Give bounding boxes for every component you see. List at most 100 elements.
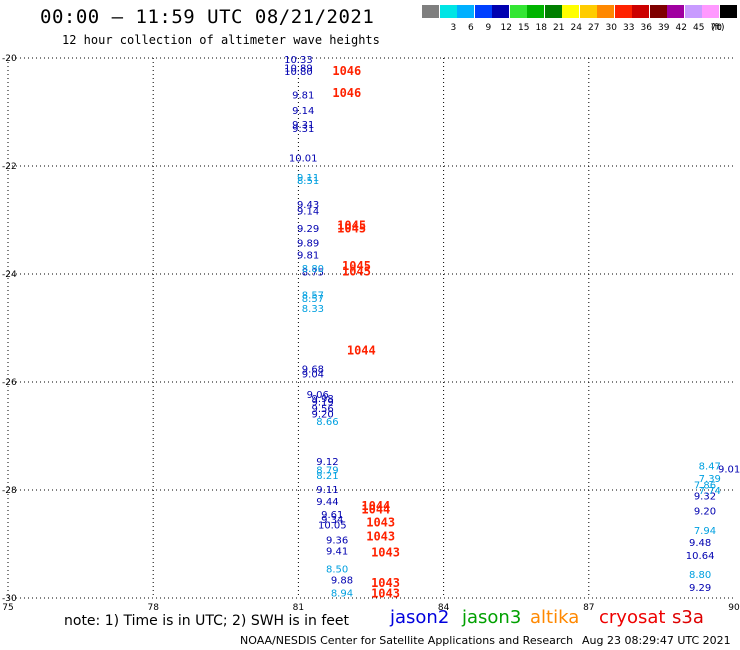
color-scale-swatch: [597, 5, 614, 18]
jason2-data-label: 9.88: [331, 576, 353, 587]
s3a-data-label: 8.57: [302, 294, 324, 305]
jason2-data-label: 9.19: [311, 397, 333, 408]
color-scale-swatch: [579, 5, 597, 18]
x-tick-label: 78: [147, 603, 159, 613]
footer-timestamp: Aug 23 08:29:47 UTC 2021: [582, 634, 731, 647]
jason2-data-label: 9.56: [311, 404, 333, 415]
y-tick-label: -24: [2, 270, 17, 280]
legend-item-s3a: s3a: [672, 607, 704, 628]
s3a-data-label: 8.21: [316, 471, 338, 482]
cryosat-data-label: 1043: [371, 576, 400, 590]
color-scale-swatch: [614, 5, 632, 18]
color-scale-swatch: [474, 5, 492, 18]
jason2-data-label: 9.81: [292, 91, 314, 102]
color-scale-label: 15: [518, 23, 530, 33]
jason2-data-label: 9.89: [297, 239, 319, 250]
chart-title: 00:00 – 11:59 UTC 08/21/2021: [40, 6, 375, 28]
color-scale-swatch: [492, 5, 509, 18]
color-scale-swatch: [684, 5, 702, 18]
color-scale-swatch: [702, 5, 719, 18]
s3a-data-label: 8.80: [689, 570, 711, 581]
jason2-data-label: 9.20: [311, 409, 333, 420]
color-scale-unit: (ft): [711, 23, 725, 33]
jason2-data-label: 10.33: [284, 55, 313, 66]
jason2-data-label: 9.34: [321, 515, 343, 526]
color-scale-label: 12: [500, 23, 512, 33]
jason2-data-label: 9.43: [297, 200, 319, 211]
color-scale-label: 45: [693, 23, 705, 33]
s3a-data-label: 8.50: [326, 564, 348, 575]
x-tick-label: 84: [438, 603, 450, 613]
jason2-data-label: 9.31: [292, 124, 314, 135]
color-scale-label: 30: [605, 23, 617, 33]
s3a-data-label: 8.94: [331, 589, 353, 600]
s3a-data-label: 7.94: [694, 526, 716, 537]
legend-item-jason3: jason3: [462, 607, 522, 628]
s3a-data-label: 8.47: [699, 462, 721, 473]
s3a-data-label: 7.86: [694, 481, 716, 492]
cryosat-data-label: 1044: [347, 344, 376, 358]
cryosat-data-label: 1045: [337, 218, 366, 232]
cryosat-data-label: 1046: [332, 86, 361, 100]
x-tick-label: 75: [2, 603, 13, 613]
cryosat-data-label: 1045: [342, 264, 371, 278]
y-tick-label: -22: [2, 162, 17, 172]
jason2-data-label: 9.20: [694, 507, 716, 518]
s3a-data-label: 8.33: [302, 304, 324, 315]
color-scale-swatch: [457, 5, 474, 18]
jason2-data-label: 9.41: [326, 546, 348, 557]
color-scale-swatch: [719, 5, 737, 18]
cryosat-data-label: 1045: [337, 222, 366, 236]
jason2-data-label: 9.36: [326, 536, 348, 547]
jason2-data-label: 9.29: [297, 224, 319, 235]
color-scale-swatch: [509, 5, 527, 18]
jason2-data-label: 9.44: [316, 497, 338, 508]
color-scale-label: 3: [450, 23, 457, 33]
chart-subtitle: 12 hour collection of altimeter wave hei…: [62, 33, 380, 47]
s3a-data-label: 8.57: [302, 291, 324, 302]
jason2-data-label: 10.05: [318, 521, 347, 532]
footer-note: note: 1) Time is in UTC; 2) SWH is in fe…: [64, 613, 350, 629]
jason2-data-label: 8.75: [302, 267, 324, 278]
jason2-data-label: 9.04: [302, 369, 324, 380]
y-tick-label: -26: [2, 378, 17, 388]
cryosat-data-label: 1046: [332, 64, 361, 78]
color-scale-swatch: [649, 5, 667, 18]
legend-item-jason2: jason2: [390, 607, 450, 628]
jason2-data-label: 9.81: [297, 251, 319, 262]
jason2-data-label: 9.29: [689, 583, 711, 594]
jason2-data-label: 9.12: [316, 457, 338, 468]
s3a-data-label: 8.79: [316, 465, 338, 476]
cryosat-data-label: 1043: [366, 529, 395, 543]
jason2-data-label: 9.61: [321, 510, 343, 521]
jason2-data-label: 9.48: [689, 538, 711, 549]
color-scale-label: 9: [485, 23, 492, 33]
color-scale-swatch: [632, 5, 649, 18]
color-scale-label: 42: [675, 23, 687, 33]
s3a-data-label: 9.11: [297, 173, 319, 184]
color-scale-swatch: [527, 5, 544, 18]
jason2-data-label: 9.98: [311, 394, 333, 405]
color-scale-label: 27: [588, 23, 600, 33]
color-scale-swatch: [422, 5, 439, 18]
color-scale-label: 21: [553, 23, 565, 33]
jason2-data-label: 10.01: [289, 153, 318, 164]
jason2-data-label: 10.80: [284, 67, 313, 78]
jason2-data-label: 9.31: [292, 120, 314, 131]
legend-item-altika: altika: [530, 607, 580, 628]
jason2-data-label: 9.14: [292, 106, 314, 117]
color-scale-label: 36: [640, 23, 652, 33]
color-scale-label: 39: [658, 23, 670, 33]
x-tick-label: 90: [728, 603, 740, 613]
cryosat-data-label: 1043: [371, 587, 400, 601]
color-scale-swatch: [439, 5, 457, 18]
s3a-data-label: 7.74: [699, 486, 721, 497]
cryosat-data-label: 1043: [366, 515, 395, 529]
legend-item-cryosat: cryosat: [599, 607, 666, 628]
footer-credit: NOAA/NESDIS Center for Satellite Applica…: [240, 634, 574, 647]
jason2-data-label: 9.14: [297, 206, 319, 217]
color-scale-label: 33: [623, 23, 635, 33]
color-scale-label: 70: [710, 23, 722, 33]
y-tick-label: -20: [2, 54, 17, 64]
